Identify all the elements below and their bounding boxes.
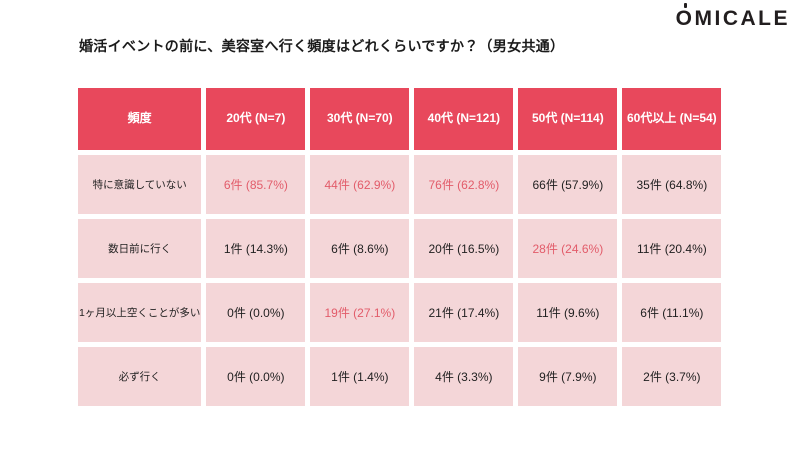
table-cell: 0件 (0.0%) — [206, 347, 306, 406]
table-cell: 4件 (3.3%) — [414, 347, 514, 406]
column-header-60s-plus: 60代以上 (N=54) — [622, 88, 722, 150]
table-cell: 6件 (8.6%) — [310, 219, 410, 278]
table-cell: 9件 (7.9%) — [518, 347, 618, 406]
table-row: 数日前に行く 1件 (14.3%) 6件 (8.6%) 20件 (16.5%) … — [78, 219, 722, 278]
table-cell: 0件 (0.0%) — [206, 283, 306, 342]
table-cell: 11件 (9.6%) — [518, 283, 618, 342]
table-cell: 28件 (24.6%) — [518, 219, 618, 278]
table-row: 1ヶ月以上空くことが多い 0件 (0.0%) 19件 (27.1%) 21件 (… — [78, 283, 722, 342]
row-label: 特に意識していない — [78, 155, 202, 214]
table-row: 特に意識していない 6件 (85.7%) 44件 (62.9%) 76件 (62… — [78, 155, 722, 214]
row-label: 必ず行く — [78, 347, 202, 406]
table-cell: 44件 (62.9%) — [310, 155, 410, 214]
table-cell: 35件 (64.8%) — [622, 155, 722, 214]
logo-text: MICALE — [694, 7, 790, 30]
column-header-40s: 40代 (N=121) — [414, 88, 514, 150]
logo-accent-mark — [683, 3, 687, 8]
table-cell: 6件 (11.1%) — [622, 283, 722, 342]
column-header-50s: 50代 (N=114) — [518, 88, 618, 150]
table-cell: 21件 (17.4%) — [414, 283, 514, 342]
table-cell: 1件 (14.3%) — [206, 219, 306, 278]
table-cell: 6件 (85.7%) — [206, 155, 306, 214]
table-cell: 1件 (1.4%) — [310, 347, 410, 406]
row-label: 数日前に行く — [78, 219, 202, 278]
table-cell: 19件 (27.1%) — [310, 283, 410, 342]
column-header-20s: 20代 (N=7) — [206, 88, 306, 150]
logo-letter-o-wrap: O — [675, 3, 695, 30]
row-label: 1ヶ月以上空くことが多い — [78, 283, 202, 342]
table-cell: 11件 (20.4%) — [622, 219, 722, 278]
table-cell: 2件 (3.7%) — [622, 347, 722, 406]
column-header-frequency: 頻度 — [78, 88, 202, 150]
brand-logo: OMICALE — [675, 3, 790, 30]
page-title: 婚活イベントの前に、美容室へ行く頻度はどれくらいですか？（男女共通） — [79, 38, 565, 54]
survey-table-wrap: 頻度 20代 (N=7) 30代 (N=70) 40代 (N=121) 50代 … — [73, 83, 726, 411]
column-header-30s: 30代 (N=70) — [310, 88, 410, 150]
table-row: 必ず行く 0件 (0.0%) 1件 (1.4%) 4件 (3.3%) 9件 (7… — [78, 347, 722, 406]
table-header-row: 頻度 20代 (N=7) 30代 (N=70) 40代 (N=121) 50代 … — [78, 88, 722, 150]
table-cell: 20件 (16.5%) — [414, 219, 514, 278]
table-cell: 66件 (57.9%) — [518, 155, 618, 214]
table-cell: 76件 (62.8%) — [414, 155, 514, 214]
survey-table: 頻度 20代 (N=7) 30代 (N=70) 40代 (N=121) 50代 … — [73, 83, 726, 411]
logo-letter-o: O — [675, 7, 695, 30]
